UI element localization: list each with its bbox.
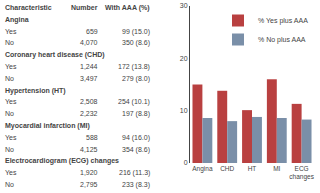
svg-text:Yes: Yes [5,98,17,105]
svg-text:ECGchanges: ECGchanges [289,165,314,181]
svg-text:Number: Number [71,4,98,11]
svg-text:172 (13.8): 172 (13.8) [118,63,150,71]
svg-text:10: 10 [180,107,188,114]
svg-text:Hypertension (HT): Hypertension (HT) [5,87,66,95]
svg-text:Yes: Yes [5,134,17,141]
svg-text:Electrocardiogram (ECG) change: Electrocardiogram (ECG) changes [5,157,119,165]
svg-text:With AAA (%): With AAA (%) [105,4,150,12]
svg-text:659: 659 [86,28,98,35]
svg-text:HT: HT [248,165,257,172]
svg-text:Yes: Yes [5,169,17,176]
svg-text:4,070: 4,070 [80,39,98,46]
svg-text:4,125: 4,125 [80,146,98,153]
svg-text:Angina: Angina [5,16,29,24]
svg-text:MI: MI [273,165,280,172]
svg-text:20: 20 [180,55,188,62]
svg-text:3,497: 3,497 [80,75,98,82]
svg-text:0: 0 [184,159,188,166]
svg-text:279 (8.0): 279 (8.0) [122,75,150,83]
svg-text:Characteristic: Characteristic [5,4,52,11]
svg-text:354 (8.6): 354 (8.6) [122,146,150,154]
svg-text:% No plus AAA: % No plus AAA [258,36,306,44]
svg-text:% Yes plus AAA: % Yes plus AAA [258,17,308,25]
svg-text:588: 588 [86,134,98,141]
svg-text:Yes: Yes [5,28,17,35]
svg-text:233 (8.3): 233 (8.3) [122,181,150,189]
svg-text:1,920: 1,920 [80,169,98,176]
svg-text:Coronary heart disease (CHD): Coronary heart disease (CHD) [5,51,105,59]
svg-text:216 (11.3): 216 (11.3) [119,169,150,177]
svg-text:Myocardial infarction (MI): Myocardial infarction (MI) [5,122,90,130]
svg-text:254 (10.1): 254 (10.1) [118,98,150,106]
svg-text:2,232: 2,232 [80,110,98,117]
svg-text:1,244: 1,244 [80,63,98,70]
svg-text:Yes: Yes [5,63,17,70]
svg-text:No: No [5,75,14,82]
svg-text:Angina: Angina [192,165,213,173]
svg-text:30: 30 [180,2,188,9]
svg-text:2,795: 2,795 [80,181,98,188]
svg-text:99 (15.0): 99 (15.0) [122,28,150,36]
svg-text:94 (16.0): 94 (16.0) [122,134,150,142]
svg-text:No: No [5,39,14,46]
svg-text:CHD: CHD [220,165,234,172]
svg-text:197 (8.8): 197 (8.8) [122,110,150,118]
svg-text:No: No [5,110,14,117]
svg-text:350 (8.6): 350 (8.6) [122,39,150,47]
svg-text:No: No [5,146,14,153]
svg-text:2,508: 2,508 [80,98,98,105]
svg-text:No: No [5,181,14,188]
